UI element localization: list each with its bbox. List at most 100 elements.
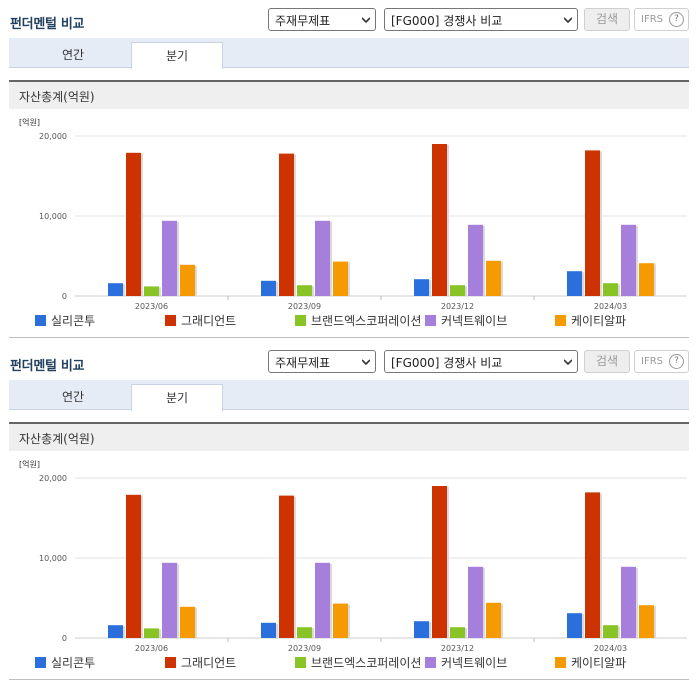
legend-label: 그래디언트 xyxy=(181,656,237,670)
bar xyxy=(315,220,330,296)
metric-header: 자산총계(억원) xyxy=(9,422,689,451)
y-tick-label: 20,000 xyxy=(39,132,67,141)
chevron-down-icon xyxy=(564,17,572,24)
y-tick-label: 20,000 xyxy=(39,474,67,483)
legend-swatch xyxy=(425,315,436,326)
bar xyxy=(126,494,141,638)
ifrs-button[interactable]: IFRS ? xyxy=(634,8,689,31)
bar xyxy=(450,627,465,638)
y-tick-label: 10,000 xyxy=(39,212,67,221)
bar xyxy=(603,625,618,638)
bar xyxy=(333,261,348,296)
panel-title: 펀더멘털 비교 xyxy=(10,359,85,374)
legend-item[interactable]: 실리콘투 xyxy=(35,654,95,671)
legend-label: 브랜드엑스코퍼레이션 xyxy=(311,314,422,328)
bar xyxy=(261,280,276,296)
statement-select[interactable]: 주재무제표 xyxy=(268,8,376,31)
bar xyxy=(261,622,276,638)
search-button[interactable]: 검색 xyxy=(584,350,630,373)
fundamental-compare-panel: 펀더멘털 비교 주재무제표 [FG000] 경쟁사 비교 검색 IFRS ? 연… xyxy=(9,8,689,338)
bar xyxy=(585,492,600,638)
bar xyxy=(432,144,447,296)
search-button[interactable]: 검색 xyxy=(584,8,630,31)
legend-label: 브랜드엑스코퍼레이션 xyxy=(311,656,422,670)
bar xyxy=(468,224,483,296)
legend-item[interactable]: 케이티알파 xyxy=(555,654,626,671)
bar xyxy=(603,283,618,296)
legend-label: 케이티알파 xyxy=(571,314,627,328)
bar xyxy=(486,260,501,296)
y-tick-label: 0 xyxy=(62,292,67,301)
legend-swatch xyxy=(555,657,566,668)
x-tick-label: 2023/09 xyxy=(288,644,321,652)
statement-select[interactable]: 주재무제표 xyxy=(268,350,376,373)
bar xyxy=(333,603,348,638)
bar xyxy=(414,621,429,638)
legend-label: 실리콘투 xyxy=(51,656,96,670)
fundamental-compare-panel: 펀더멘털 비교 주재무제표 [FG000] 경쟁사 비교 검색 IFRS ? 연… xyxy=(0,342,696,684)
peer-group-select-value: [FG000] 경쟁사 비교 xyxy=(391,14,503,28)
chart-legend: 실리콘투 그래디언트 브랜드엑스코퍼레이션 커넥트웨이브 케이티알파 xyxy=(35,654,695,670)
bar xyxy=(567,613,582,638)
help-icon[interactable]: ? xyxy=(669,12,684,27)
legend-item[interactable]: 브랜드엑스코퍼레이션 xyxy=(295,312,421,329)
tab-quarterly[interactable]: 분기 xyxy=(131,42,223,69)
legend-swatch xyxy=(295,315,306,326)
legend-item[interactable]: 커넥트웨이브 xyxy=(425,312,507,329)
panel-title: 펀더멘털 비교 xyxy=(10,17,85,32)
x-tick-label: 2023/09 xyxy=(288,302,321,310)
unit-label: [억원] xyxy=(19,459,40,469)
bar xyxy=(279,153,294,296)
bar xyxy=(180,264,195,296)
tab-quarterly[interactable]: 분기 xyxy=(131,384,223,411)
tab-annual[interactable]: 연간 xyxy=(61,48,85,62)
bar xyxy=(180,606,195,638)
legend-label: 커넥트웨이브 xyxy=(441,656,508,670)
bar xyxy=(144,628,159,638)
legend-item[interactable]: 케이티알파 xyxy=(555,312,626,329)
x-tick-label: 2023/06 xyxy=(135,644,168,652)
legend-label: 케이티알파 xyxy=(571,656,627,670)
y-tick-label: 10,000 xyxy=(39,554,67,563)
bar xyxy=(621,224,636,296)
peer-group-select[interactable]: [FG000] 경쟁사 비교 xyxy=(384,350,578,373)
unit-label: [억원] xyxy=(19,117,40,127)
chevron-down-icon xyxy=(564,359,572,366)
bar xyxy=(432,486,447,638)
legend-swatch xyxy=(295,657,306,668)
legend-label: 실리콘투 xyxy=(51,314,96,328)
period-tabs: 연간 분기 xyxy=(9,380,689,411)
legend-swatch xyxy=(165,657,176,668)
peer-group-select[interactable]: [FG000] 경쟁사 비교 xyxy=(384,8,578,31)
bar xyxy=(297,285,312,296)
x-tick-label: 2023/12 xyxy=(441,644,474,652)
legend-item[interactable]: 그래디언트 xyxy=(165,654,236,671)
ifrs-button[interactable]: IFRS ? xyxy=(634,350,689,373)
legend-item[interactable]: 커넥트웨이브 xyxy=(425,654,507,671)
legend-swatch xyxy=(35,315,46,326)
legend-item[interactable]: 브랜드엑스코퍼레이션 xyxy=(295,654,421,671)
statement-select-value: 주재무제표 xyxy=(275,356,331,370)
bar xyxy=(621,566,636,638)
bar xyxy=(108,283,123,296)
tab-annual[interactable]: 연간 xyxy=(61,390,85,404)
ifrs-label: IFRS xyxy=(641,14,663,25)
ifrs-label: IFRS xyxy=(641,356,663,367)
legend-swatch xyxy=(425,657,436,668)
bar xyxy=(162,562,177,638)
bar xyxy=(639,263,654,296)
bar xyxy=(297,627,312,638)
help-icon[interactable]: ? xyxy=(669,354,684,369)
chart-svg: [억원] 0 10,000 20,000 2023/06 2023/09 2023/12 20… xyxy=(19,117,687,310)
peer-group-select-value: [FG000] 경쟁사 비교 xyxy=(391,356,503,370)
bar xyxy=(486,602,501,638)
bar xyxy=(585,150,600,296)
legend-item[interactable]: 그래디언트 xyxy=(165,312,236,329)
legend-item[interactable]: 실리콘투 xyxy=(35,312,95,329)
bar xyxy=(162,220,177,296)
x-tick-label: 2023/06 xyxy=(135,302,168,310)
bar xyxy=(414,279,429,296)
bar xyxy=(315,562,330,638)
metric-label: 자산총계(억원) xyxy=(19,432,95,446)
bar xyxy=(639,605,654,638)
